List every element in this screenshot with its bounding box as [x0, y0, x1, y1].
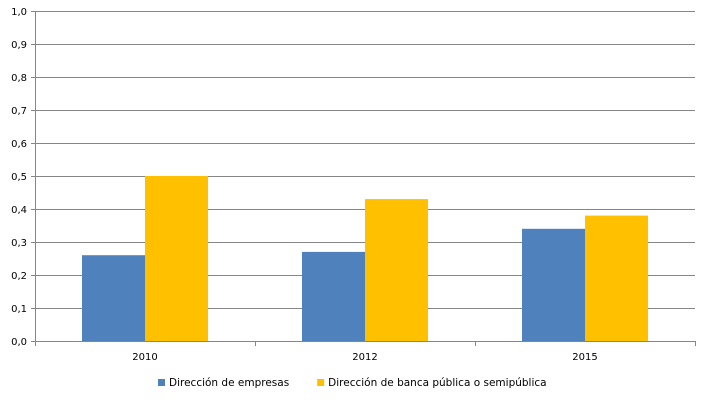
- bar-2010-series-1: [82, 255, 145, 341]
- legend: Dirección de empresas Dirección de banca …: [158, 377, 547, 389]
- x-tick-label: 2012: [352, 352, 377, 363]
- bar-2015-series-1: [522, 228, 585, 341]
- bar-2010-series-2: [145, 176, 208, 341]
- y-tick-label: 0,8: [11, 73, 27, 84]
- legend-swatch-series-1: [158, 379, 165, 386]
- bar-2015-series-2: [585, 215, 648, 341]
- y-tick-label: 0,3: [11, 238, 27, 249]
- y-tick-label: 0,5: [11, 172, 27, 183]
- bar-2012-series-1: [302, 251, 365, 341]
- y-tick-label: 0,7: [11, 106, 27, 117]
- y-tick-label: 0,0: [11, 337, 27, 348]
- y-tick-label: 0,2: [11, 271, 27, 282]
- x-tick-label: 2010: [132, 352, 157, 363]
- bar-2012-series-2: [365, 199, 428, 341]
- legend-label-series-2: Dirección de banca pública o semipública: [328, 377, 546, 389]
- x-tick-label: 2015: [572, 352, 597, 363]
- legend-swatch-series-2: [317, 379, 325, 386]
- axes: 0,0 0,1 0,2 0,3 0,4 0,5 0,6 0,7 0,8 0,9 1,0 2010 201…: [11, 7, 696, 363]
- y-tick-label: 1,0: [11, 7, 27, 18]
- bars: [82, 176, 648, 341]
- y-tick-label: 0,1: [11, 304, 27, 315]
- y-tick-label: 0,6: [11, 139, 27, 150]
- y-tick-label: 0,4: [11, 205, 27, 216]
- y-tick-label: 0,9: [11, 40, 27, 51]
- legend-label-series-1: Dirección de empresas: [169, 377, 289, 389]
